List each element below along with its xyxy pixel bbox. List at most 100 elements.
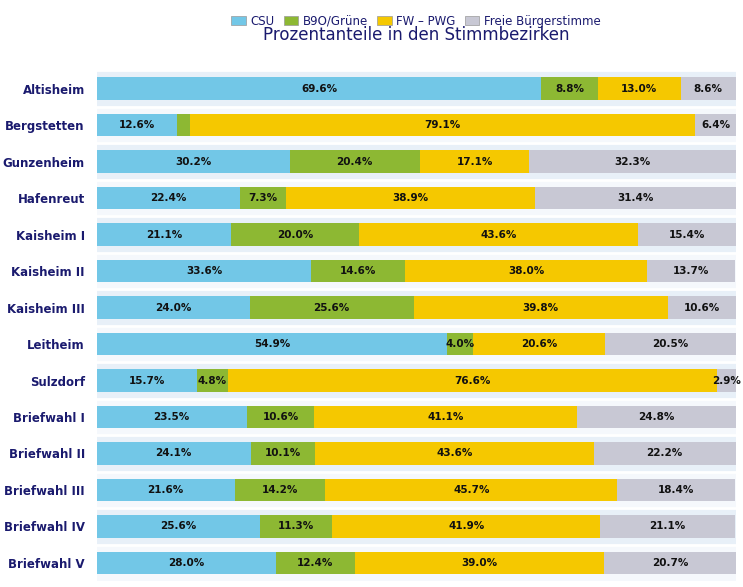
- Text: 39.8%: 39.8%: [522, 302, 559, 312]
- Text: 69.6%: 69.6%: [301, 84, 337, 94]
- Bar: [535, 187, 736, 210]
- Text: 30.2%: 30.2%: [175, 157, 211, 167]
- Bar: [647, 260, 735, 282]
- Bar: [240, 187, 286, 210]
- Text: 31.4%: 31.4%: [617, 193, 653, 203]
- Bar: [97, 217, 736, 253]
- Text: 12.4%: 12.4%: [297, 558, 334, 568]
- Text: 24.8%: 24.8%: [638, 412, 675, 422]
- Text: 15.7%: 15.7%: [129, 376, 165, 386]
- Bar: [97, 326, 736, 362]
- Bar: [286, 187, 535, 210]
- Text: 22.2%: 22.2%: [646, 448, 683, 458]
- Bar: [97, 77, 542, 100]
- Text: 8.8%: 8.8%: [555, 84, 584, 94]
- Bar: [325, 478, 617, 501]
- Bar: [97, 515, 260, 538]
- Text: 39.0%: 39.0%: [461, 558, 497, 568]
- Text: 38.0%: 38.0%: [508, 266, 544, 276]
- Bar: [235, 478, 325, 501]
- Bar: [250, 296, 414, 319]
- Text: 20.7%: 20.7%: [652, 558, 688, 568]
- Bar: [600, 515, 735, 538]
- Text: 43.6%: 43.6%: [436, 448, 473, 458]
- Bar: [97, 362, 736, 399]
- Bar: [97, 223, 231, 246]
- Bar: [332, 515, 600, 538]
- Text: 18.4%: 18.4%: [658, 485, 694, 495]
- Bar: [681, 77, 736, 100]
- Bar: [97, 399, 736, 435]
- Bar: [290, 150, 420, 173]
- Text: 25.6%: 25.6%: [314, 302, 350, 312]
- Text: 10.6%: 10.6%: [262, 412, 299, 422]
- Text: 13.0%: 13.0%: [621, 84, 658, 94]
- Text: 21.1%: 21.1%: [649, 521, 686, 531]
- Text: 15.4%: 15.4%: [669, 230, 705, 239]
- Text: 33.6%: 33.6%: [186, 266, 222, 276]
- Text: 13.7%: 13.7%: [673, 266, 710, 276]
- Bar: [447, 333, 473, 355]
- Bar: [97, 478, 235, 501]
- Bar: [529, 150, 736, 173]
- Text: 20.6%: 20.6%: [521, 339, 557, 349]
- Bar: [637, 223, 736, 246]
- Legend: CSU, B9O/Grüne, FW – PWG, Freie Bürgerstimme: CSU, B9O/Grüne, FW – PWG, Freie Bürgerst…: [227, 10, 606, 32]
- Bar: [420, 150, 529, 173]
- Bar: [97, 435, 736, 472]
- Bar: [354, 552, 604, 574]
- Bar: [311, 260, 405, 282]
- Bar: [97, 143, 736, 180]
- Text: 14.6%: 14.6%: [340, 266, 376, 276]
- Text: 20.5%: 20.5%: [652, 339, 688, 349]
- Bar: [97, 180, 736, 217]
- Bar: [97, 369, 197, 392]
- Bar: [617, 478, 735, 501]
- Bar: [250, 442, 315, 465]
- Text: 4.0%: 4.0%: [446, 339, 475, 349]
- Bar: [473, 333, 605, 355]
- Bar: [359, 223, 637, 246]
- Bar: [717, 369, 736, 392]
- Text: 41.9%: 41.9%: [448, 521, 484, 531]
- Bar: [231, 223, 359, 246]
- Text: 32.3%: 32.3%: [614, 157, 651, 167]
- Text: 2.9%: 2.9%: [712, 376, 741, 386]
- Text: 24.0%: 24.0%: [155, 302, 192, 312]
- Bar: [315, 442, 594, 465]
- Bar: [197, 369, 227, 392]
- Text: 21.6%: 21.6%: [147, 485, 184, 495]
- Text: 21.1%: 21.1%: [146, 230, 182, 239]
- Bar: [276, 552, 354, 574]
- Bar: [577, 406, 736, 429]
- Text: 28.0%: 28.0%: [168, 558, 204, 568]
- Bar: [605, 333, 736, 355]
- Bar: [597, 77, 681, 100]
- Bar: [405, 260, 647, 282]
- Bar: [247, 406, 314, 429]
- Text: 20.0%: 20.0%: [277, 230, 314, 239]
- Bar: [314, 406, 577, 429]
- Bar: [97, 472, 736, 508]
- Text: 6.4%: 6.4%: [701, 120, 730, 130]
- Text: 38.9%: 38.9%: [392, 193, 429, 203]
- Text: 4.8%: 4.8%: [198, 376, 227, 386]
- Bar: [227, 369, 717, 392]
- Bar: [668, 296, 736, 319]
- Text: 8.6%: 8.6%: [694, 84, 723, 94]
- Bar: [414, 296, 668, 319]
- Bar: [594, 442, 736, 465]
- Bar: [97, 552, 276, 574]
- Bar: [97, 70, 736, 107]
- Text: 17.1%: 17.1%: [456, 157, 493, 167]
- Bar: [97, 253, 736, 289]
- Text: 54.9%: 54.9%: [254, 339, 290, 349]
- Bar: [97, 260, 311, 282]
- Text: 24.1%: 24.1%: [155, 448, 192, 458]
- Text: 76.6%: 76.6%: [454, 376, 490, 386]
- Text: 43.6%: 43.6%: [480, 230, 516, 239]
- Bar: [604, 552, 736, 574]
- Text: 14.2%: 14.2%: [262, 485, 298, 495]
- Text: 25.6%: 25.6%: [160, 521, 196, 531]
- Bar: [97, 150, 290, 173]
